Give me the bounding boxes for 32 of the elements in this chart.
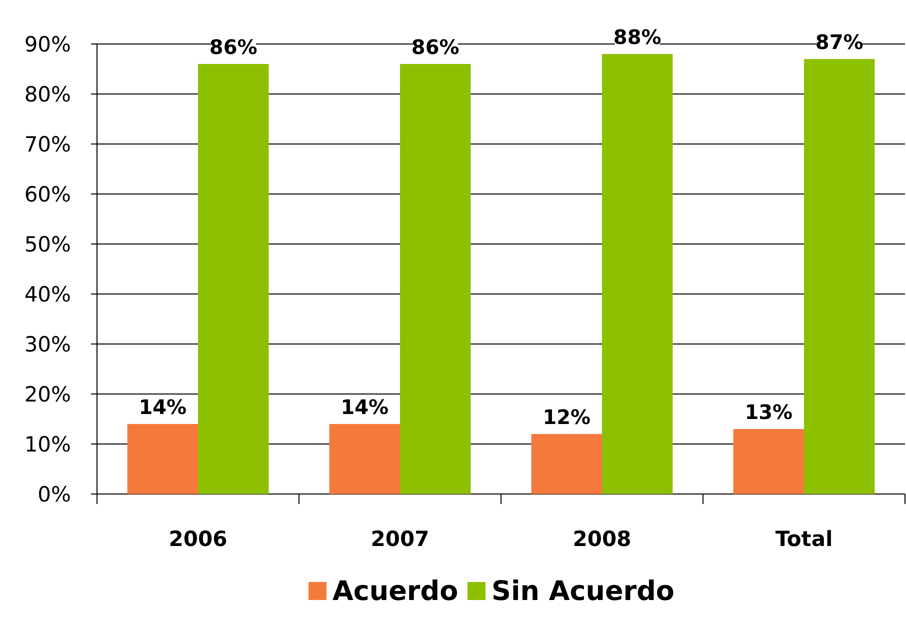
- legend-label: Sin Acuerdo: [492, 576, 674, 607]
- text: 86%: [411, 35, 460, 59]
- bar: [531, 434, 602, 494]
- y-tick-label: 50%: [24, 232, 71, 256]
- x-tick-label: 2006: [168, 527, 228, 551]
- y-tick-label: 70%: [24, 132, 71, 156]
- x-tick-label: 2007: [370, 527, 430, 551]
- y-tick-label: 10%: [24, 432, 71, 456]
- bar: [733, 429, 804, 494]
- y-tick-label: 0%: [38, 482, 71, 506]
- text: 14%: [340, 395, 389, 419]
- bar: [198, 64, 269, 494]
- text: 87%: [815, 30, 864, 54]
- y-tick-label: 80%: [24, 82, 71, 106]
- x-tick-label: Total: [775, 527, 833, 551]
- text: 86%: [209, 35, 258, 59]
- text: 13%: [744, 400, 793, 424]
- bar: [602, 54, 673, 494]
- y-tick-label: 30%: [24, 332, 71, 356]
- bar: [400, 64, 471, 494]
- y-tick-label: 90%: [24, 32, 71, 56]
- bar: [329, 424, 400, 494]
- bar: [804, 59, 875, 494]
- text: 12%: [542, 405, 591, 429]
- y-tick-label: 60%: [24, 182, 71, 206]
- legend-label: Acuerdo: [332, 576, 458, 607]
- y-tick-label: 40%: [24, 282, 71, 306]
- bar: [127, 424, 198, 494]
- y-tick-label: 20%: [24, 382, 71, 406]
- x-tick-label: 2008: [572, 527, 632, 551]
- text: 88%: [613, 25, 662, 49]
- text: 14%: [138, 395, 187, 419]
